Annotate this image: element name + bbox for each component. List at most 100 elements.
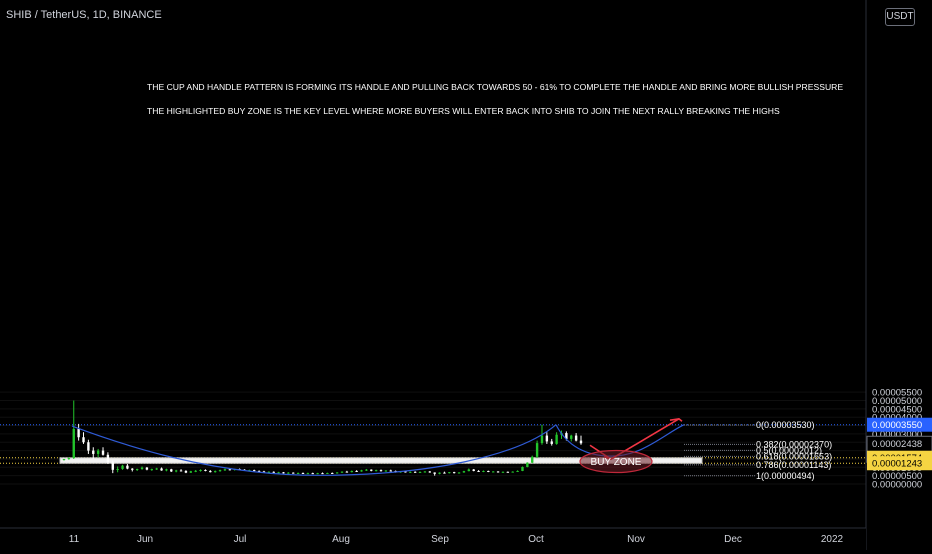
- x-tick-label: Sep: [431, 534, 449, 545]
- price-tags: 0.000035500.0000243813:03:580.000015740.…: [866, 417, 932, 471]
- candle-body: [82, 437, 85, 443]
- annotation-line-2: THE HIGHLIGHTED BUY ZONE IS THE KEY LEVE…: [147, 106, 780, 116]
- candle-body: [62, 458, 66, 460]
- candle-body: [428, 471, 432, 473]
- y-tick-label: 0.00004500: [872, 404, 922, 415]
- candle-body: [287, 472, 290, 474]
- y-tick-label: 0.00000500: [872, 471, 922, 482]
- candle-body: [267, 471, 271, 473]
- candle-body: [550, 441, 553, 444]
- candle-body: [389, 470, 392, 472]
- candle-body: [277, 472, 280, 474]
- candle-body: [482, 470, 485, 472]
- symbol-title[interactable]: SHIB / TetherUS, 1D, BINANCE: [6, 9, 162, 21]
- candle-body: [272, 471, 275, 473]
- candle-body: [121, 465, 124, 469]
- candle-body: [413, 471, 417, 473]
- candle-body: [282, 472, 285, 474]
- candle-body: [477, 470, 480, 472]
- y-tick-label: 0.00000000: [872, 480, 922, 491]
- candle-body: [96, 450, 100, 454]
- candle-body: [257, 470, 261, 472]
- currency-button[interactable]: USDT: [885, 8, 915, 26]
- candle-body: [165, 469, 168, 471]
- candle-body: [516, 470, 519, 472]
- candle-body: [340, 471, 344, 473]
- annotation-line-1: THE CUP AND HANDLE PATTERN IS FORMING IT…: [147, 82, 843, 92]
- candle-body: [452, 472, 456, 474]
- candle-body: [345, 471, 349, 473]
- candle-body: [326, 472, 329, 474]
- arrow-up-head: [669, 418, 683, 422]
- y-tick-label: 0.00005000: [872, 396, 922, 407]
- candle-body: [194, 470, 197, 472]
- y-tick-label: 0.00003000: [872, 429, 922, 440]
- x-tick-label: Aug: [332, 534, 350, 545]
- buy-zone-label: BUY ZONE: [591, 457, 642, 468]
- candle-body: [370, 469, 373, 471]
- fib-label: 1(0.00000494): [756, 471, 815, 481]
- price-tag-value: 0.00001243: [872, 459, 922, 470]
- candle-body: [526, 462, 529, 467]
- candle-body: [335, 472, 339, 474]
- candle-body: [379, 470, 383, 472]
- candle-body: [365, 469, 368, 471]
- candle-body: [145, 467, 149, 470]
- candle-body: [92, 450, 95, 454]
- candle-body: [374, 470, 378, 472]
- candle-body: [213, 471, 217, 473]
- candle-body: [228, 469, 232, 471]
- fib-label: 0(0.00003530): [756, 420, 815, 430]
- candle-body: [492, 471, 495, 473]
- candle-body: [135, 468, 139, 470]
- time-axis[interactable]: 11 Jun Jul Aug Sep Oct Nov Dec 2022: [0, 527, 866, 550]
- candle-body: [472, 469, 475, 471]
- price-tag-value: 0.00003550: [872, 420, 922, 431]
- candle-body: [531, 456, 534, 463]
- candle-body: [253, 470, 256, 472]
- candle-body: [111, 462, 114, 470]
- candle-body: [384, 470, 388, 472]
- price-tag-bg: [867, 417, 932, 432]
- candle-body: [487, 470, 490, 472]
- fib-retracement: 0(0.00003530) 0.382(0.00002370)0.5(0.0000…: [684, 420, 832, 481]
- candle-body: [511, 471, 514, 473]
- candle-body: [311, 473, 314, 475]
- candle-body: [506, 471, 510, 473]
- time-axis-bg: [0, 528, 866, 550]
- candle-body: [404, 471, 407, 473]
- candle-body: [433, 472, 436, 474]
- candle-body: [462, 471, 466, 473]
- candle-body: [77, 428, 80, 438]
- candle-body: [316, 473, 319, 475]
- candle-body: [262, 471, 266, 473]
- candle-body: [409, 471, 412, 473]
- candle-body: [540, 435, 544, 444]
- candle-body: [301, 472, 305, 474]
- candle-body: [438, 472, 441, 474]
- fib-label: 0.382(0.00002370): [756, 439, 832, 449]
- y-tick-label: 0.00005500: [872, 388, 922, 399]
- candle-body: [160, 468, 163, 471]
- cup-curve: [71, 424, 557, 476]
- candle-body: [321, 473, 324, 475]
- candle-body: [570, 435, 573, 439]
- candle-body: [443, 472, 446, 474]
- candle-body: [174, 470, 178, 472]
- candle-body: [218, 470, 222, 472]
- candle-body: [223, 469, 227, 471]
- candle-body: [292, 472, 295, 474]
- buy-zone-ellipse[interactable]: [579, 449, 653, 474]
- fib-label: 0.618(0.00001653): [756, 451, 832, 461]
- x-tick-label: Jul: [234, 534, 247, 545]
- candle-body: [360, 470, 363, 472]
- candle-body: [131, 468, 134, 470]
- price-tag-bg: [867, 456, 932, 471]
- candle-body: [126, 465, 129, 469]
- candle-body: [423, 471, 427, 473]
- buy-zone-rect[interactable]: [59, 457, 703, 464]
- fib-label: 0.5(0.00002012): [756, 445, 822, 455]
- x-tick-label: 2022: [821, 534, 844, 545]
